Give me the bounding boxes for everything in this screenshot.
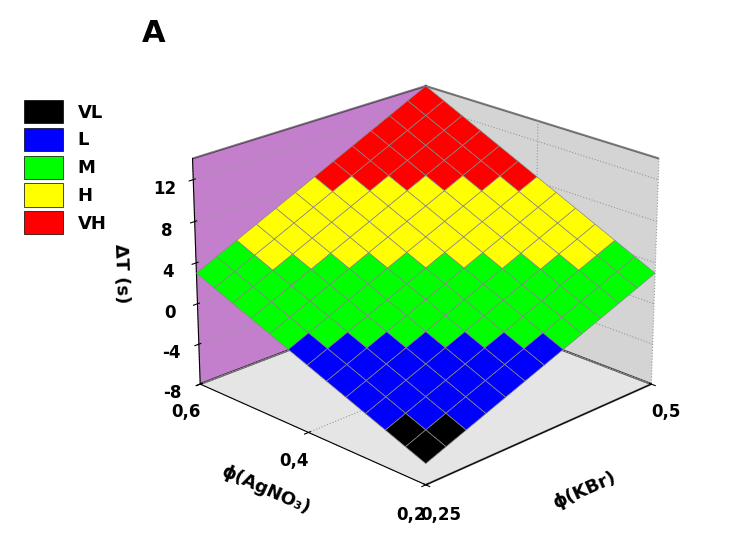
Y-axis label: ϕ(AgNO₃): ϕ(AgNO₃): [219, 462, 314, 517]
Legend: VL, L, M, H, VH: VL, L, M, H, VH: [16, 93, 114, 241]
Text: A: A: [142, 19, 165, 48]
X-axis label: ϕ(KBr): ϕ(KBr): [551, 468, 620, 512]
